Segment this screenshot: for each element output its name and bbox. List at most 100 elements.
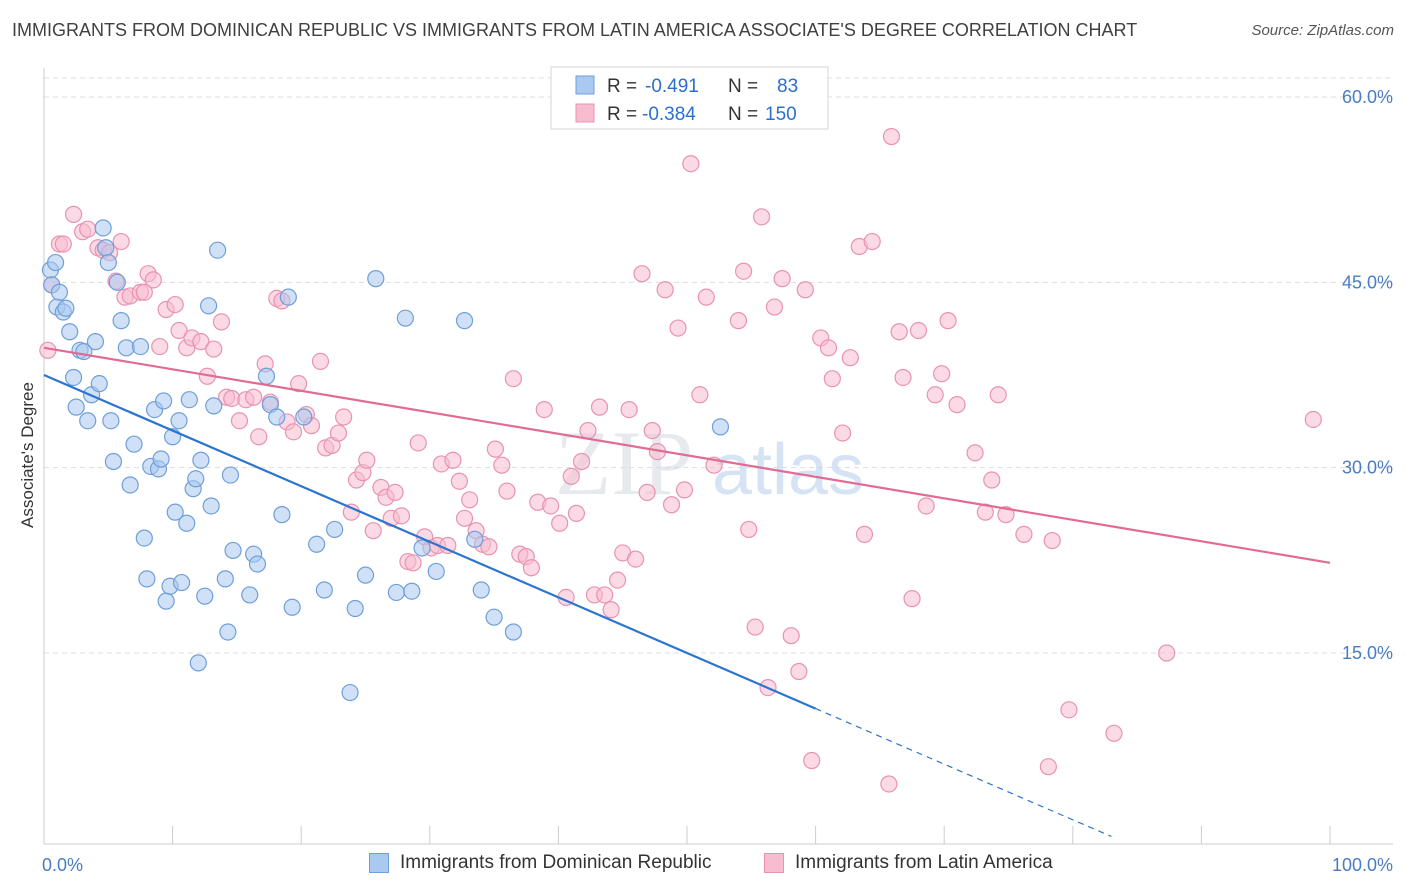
x-tick-labels: 0.0% 100.0%	[42, 855, 1393, 875]
y-tick-label-15: 15.0%	[1342, 643, 1393, 663]
dominican-republic-point-73	[396, 309, 414, 327]
latin-america-point-125	[834, 424, 852, 442]
latin-america-point-119	[790, 662, 808, 681]
latin-america-point-51	[358, 451, 376, 469]
dominican-republic-point-78	[466, 530, 484, 548]
dominican-republic-point-28	[138, 570, 156, 588]
dominican-republic-point-2	[46, 253, 65, 272]
latin-america-point-110	[729, 312, 748, 330]
legend-r-value-pink: -0.384	[642, 104, 696, 125]
dominican-republic-point-26	[131, 337, 150, 356]
dominican-republic-point-74	[403, 582, 421, 600]
latin-america-point-69	[461, 491, 479, 509]
latin-america-point-85	[562, 467, 580, 485]
dominican-republic-point-49	[205, 397, 223, 415]
dominican-republic-point-77	[455, 312, 474, 330]
dominican-republic-point-7	[61, 323, 79, 341]
legend-box	[550, 66, 829, 130]
latin-america-point-98	[638, 483, 656, 501]
bottom-legend-label-blue: Immigrants from Dominican Republic	[400, 852, 712, 873]
latin-america-point-143	[983, 471, 1001, 489]
legend-swatch-pink	[575, 103, 595, 123]
watermark-atlas: atlas	[712, 430, 864, 510]
dominican-republic-point-18	[99, 253, 117, 272]
latin-america-point-140	[948, 396, 966, 414]
latin-america-point-102	[662, 496, 681, 514]
dominican-republic-point-81	[504, 623, 522, 641]
latin-america-point-118	[782, 627, 800, 645]
latin-america-point-150	[1105, 724, 1123, 742]
dominican-republic-point-76	[427, 562, 445, 581]
y-tick-label-45: 45.0%	[1342, 272, 1393, 292]
latin-america-point-149	[1060, 701, 1078, 719]
dominican-republic-point-23	[117, 339, 135, 357]
dominican-republic-point-37	[166, 503, 184, 521]
dominican-republic-point-38	[170, 412, 188, 430]
dominican-republic-point-58	[257, 367, 276, 385]
latin-america-point-81	[535, 400, 553, 419]
latin-america-point-93	[608, 571, 627, 589]
latin-america-point-30	[230, 412, 249, 430]
dominican-republic-point-71	[367, 270, 385, 288]
latin-america-point-107	[697, 288, 715, 306]
latin-america-point-43	[311, 352, 330, 371]
latin-america-point-67	[450, 472, 468, 490]
dominican-republic-point-82	[711, 418, 730, 436]
legend-n-value-blue: 83	[777, 76, 798, 97]
chart-title: IMMIGRANTS FROM DOMINICAN REPUBLIC VS IM…	[12, 20, 1138, 40]
correlation-legend: R = -0.491 N = 83 R = -0.384 N = 150	[550, 66, 829, 130]
latin-america-point-141	[966, 444, 984, 462]
latin-america-point-29	[223, 389, 241, 408]
latin-america-point-136	[917, 497, 935, 515]
latin-america-point-27	[212, 313, 231, 331]
axes	[43, 68, 1393, 845]
dominican-republic-point-65	[308, 535, 326, 553]
bottom-legend-swatch-blue	[369, 853, 389, 873]
latin-america-point-91	[596, 586, 614, 604]
latin-america-point-104	[675, 481, 694, 499]
grid-lines	[44, 77, 1393, 654]
dominican-republic-point-33	[154, 392, 173, 410]
dominican-republic-point-57	[248, 555, 267, 573]
latin-america-point-146	[1015, 525, 1033, 543]
dominican-republic-point-48	[202, 497, 220, 515]
latin-america-point-74	[493, 456, 511, 474]
latin-america-point-137	[926, 386, 944, 404]
dominican-republic-point-63	[283, 598, 301, 616]
latin-america-points	[39, 97, 1322, 793]
dominican-republic-point-9	[67, 398, 85, 416]
latin-america-point-152	[1304, 410, 1322, 429]
dominican-republic-point-34	[157, 592, 175, 610]
latin-america-point-20	[166, 295, 184, 314]
latin-america-point-138	[933, 365, 951, 383]
latin-america-point-56	[386, 483, 404, 501]
latin-america-point-90	[590, 398, 609, 416]
legend-r-label-pink: R =	[607, 104, 637, 125]
latin-america-point-52	[364, 522, 382, 540]
latin-america-point-17	[144, 271, 162, 289]
latin-america-point-75	[498, 482, 516, 500]
dominican-republic-point-27	[135, 529, 153, 547]
dominican-republic-point-22	[112, 312, 130, 330]
legend-n-label-blue: N =	[728, 76, 758, 97]
y-tick-labels: 15.0% 30.0% 45.0% 60.0%	[1342, 87, 1393, 663]
latin-america-point-116	[765, 298, 784, 316]
dominican-republic-point-39	[173, 573, 191, 592]
latin-america-point-101	[656, 281, 674, 299]
dominican-republic-point-45	[192, 451, 210, 469]
dominican-republic-point-79	[472, 581, 490, 599]
dominican-republic-point-32	[152, 450, 170, 468]
latin-america-point-6	[79, 220, 97, 238]
bottom-legend: Immigrants from Dominican Republic Immig…	[0, 850, 1406, 880]
latin-america-point-39	[284, 423, 303, 441]
dominican-republic-point-55	[241, 586, 259, 604]
latin-america-point-83	[551, 514, 569, 532]
latin-america-point-139	[939, 312, 957, 330]
latin-america-point-97	[633, 265, 651, 283]
latin-america-point-95	[620, 400, 638, 419]
latin-america-point-87	[572, 452, 591, 471]
bottom-legend-swatch-pink	[764, 853, 784, 873]
latin-america-point-82	[542, 497, 560, 515]
dominican-republic-point-43	[187, 470, 205, 488]
